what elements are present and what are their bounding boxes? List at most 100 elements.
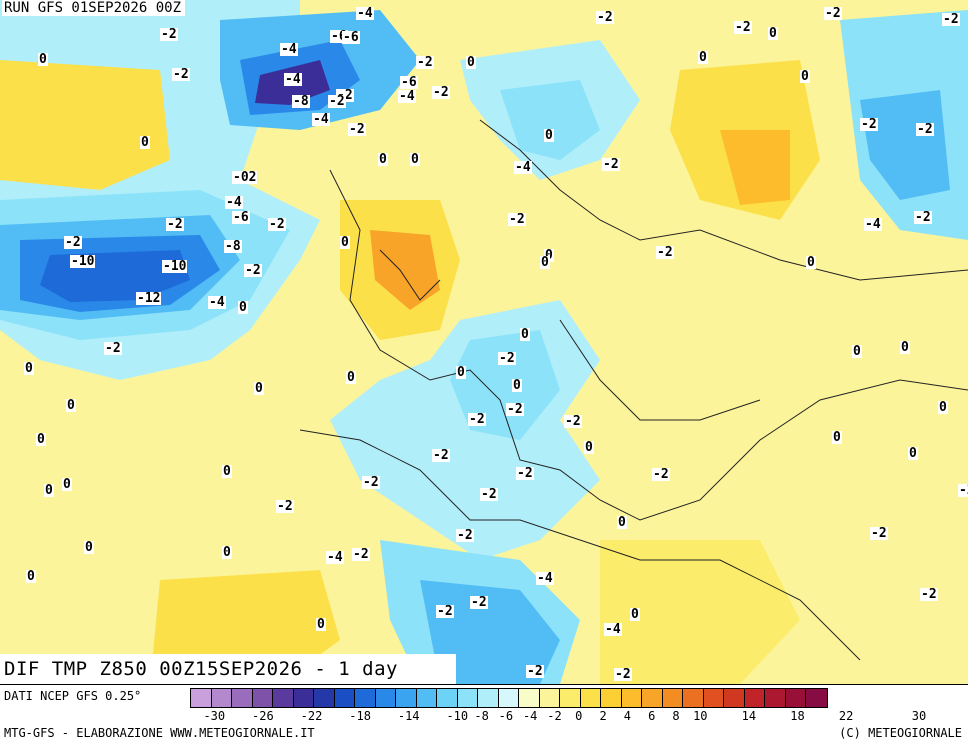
color-scale-cell <box>252 689 273 707</box>
contour-label: -2 <box>268 217 286 232</box>
contour-label: 0 <box>316 617 326 632</box>
contour-label: 0 <box>544 249 554 262</box>
color-scale-tick: -8 <box>474 709 489 723</box>
contour-label: 0 <box>222 545 232 560</box>
contour-label: -2 <box>436 604 454 619</box>
temperature-anomaly-field <box>0 0 968 684</box>
contour-label: 0 <box>24 361 34 376</box>
contour-label: -2 <box>958 484 968 497</box>
contour-label: -2 <box>166 217 184 232</box>
contour-label: 0 <box>238 300 248 315</box>
color-scale-cell <box>642 689 663 707</box>
contour-label: 0 <box>698 50 708 65</box>
contour-label: -2 <box>602 157 620 172</box>
contour-label: 0 <box>140 135 150 150</box>
contour-label: -12 <box>136 291 162 306</box>
contour-label: -4 <box>398 89 416 104</box>
contour-label: -2 <box>244 263 262 278</box>
contour-label: -4 <box>225 195 243 210</box>
contour-label: 0 <box>630 607 640 622</box>
run-label: RUN GFS 01SEP2026 00Z <box>2 0 186 16</box>
color-scale-tick: -22 <box>300 709 323 723</box>
contour-label: -10 <box>162 259 188 274</box>
contour-label: -2 <box>596 10 614 25</box>
color-scale-cell <box>601 689 622 707</box>
color-scale-tick: 6 <box>648 709 656 723</box>
contour-label: 0 <box>38 52 48 67</box>
contour-label: -2 <box>656 245 674 260</box>
color-scale-ticks: -30 -26 -22 -18 -14 -10 -8 -6 -4 -2 0 2 4 6 8 10 14 18 22 3… <box>190 709 968 725</box>
color-scale-tick: 8 <box>672 709 680 723</box>
contour-label: -2 <box>564 414 582 429</box>
contour-label: -2 <box>456 528 474 543</box>
contour-label: -2 <box>734 20 752 35</box>
contour-label: 0 <box>852 344 862 359</box>
color-scale-tick: -6 <box>498 709 514 723</box>
contour-label: -2 <box>526 664 544 679</box>
contour-label: 0 <box>222 464 232 479</box>
contour-label: -2 <box>160 27 178 42</box>
color-scale-tick: -14 <box>397 709 420 723</box>
contour-label: -10 <box>70 254 96 269</box>
map-title: DIF TMP Z850 00Z15SEP2026 - 1 day <box>0 654 456 684</box>
color-scale-cell <box>662 689 683 707</box>
credit-left: MTG-GFS - ELABORAZIONE WWW.METEOGIORNALE… <box>4 726 315 740</box>
color-scale-cell <box>621 689 642 707</box>
contour-label: -6 <box>232 210 250 225</box>
contour-label: 0 <box>66 398 76 413</box>
contour-label: -2 <box>824 6 842 21</box>
color-scale-cell <box>211 689 232 707</box>
color-scale-tick: -10 <box>446 709 469 723</box>
color-scale-tick: -4 <box>522 709 538 723</box>
contour-label: -4 <box>312 112 330 127</box>
contour-label: 0 <box>84 540 94 555</box>
color-scale-cell <box>744 689 765 707</box>
contour-label: 0 <box>410 152 420 167</box>
contour-label: 0 <box>36 432 46 447</box>
contour-label: 0 <box>340 235 350 250</box>
data-source-label: DATI NCEP GFS 0.25° <box>4 689 142 703</box>
color-scale-cell <box>314 689 335 707</box>
contour-label: 0 <box>800 69 810 84</box>
contour-label: 0 <box>62 477 72 492</box>
contour-label: 0 <box>26 569 36 584</box>
color-scale-cell <box>293 689 314 707</box>
color-scale-cell <box>416 689 437 707</box>
contour-label: -2 <box>328 94 346 109</box>
contour-label: -2 <box>480 487 498 502</box>
contour-label: -4 <box>604 622 622 637</box>
contour-label: 0 <box>544 128 554 143</box>
color-scale-cell <box>396 689 417 707</box>
color-scale-cell <box>703 689 724 707</box>
contour-label: -2 <box>348 122 366 137</box>
color-scale-tick: 10 <box>693 709 708 723</box>
contour-label: -8 <box>292 94 310 109</box>
contour-label: -2 <box>362 475 380 490</box>
color-scale-tick: -30 <box>203 709 226 723</box>
contour-label: -2 <box>64 235 82 250</box>
contour-label: 0 <box>806 255 816 270</box>
color-scale-tick: -2 <box>547 709 562 723</box>
contour-label: -4 <box>284 72 302 87</box>
color-scale-cell <box>437 689 458 707</box>
color-scale-tick: 2 <box>599 709 607 723</box>
contour-label: 0 <box>540 255 550 270</box>
color-scale-tick: 14 <box>741 709 757 723</box>
color-scale-tick: 22 <box>838 709 854 723</box>
contour-label: -2 <box>870 526 888 541</box>
color-scale-tick: -18 <box>349 709 371 723</box>
color-scale-tick: 18 <box>790 709 805 723</box>
contour-label: -2 <box>506 402 524 417</box>
color-scale-tick: -26 <box>252 709 274 723</box>
color-scale-cell <box>683 689 704 707</box>
contour-label: 0 <box>900 340 910 355</box>
contour-label: 0 <box>512 378 522 393</box>
contour-label: -4 <box>208 295 226 310</box>
color-scale-cell <box>765 689 786 707</box>
color-scale-cell <box>785 689 806 707</box>
contour-label: -2 <box>516 466 534 481</box>
legend-area: DATI NCEP GFS 0.25° -30 -26 -22 -18 -14 -10 -8… <box>0 685 968 745</box>
color-scale-cell <box>273 689 294 707</box>
contour-label: -2 <box>916 122 934 137</box>
color-scale-cell <box>724 689 745 707</box>
